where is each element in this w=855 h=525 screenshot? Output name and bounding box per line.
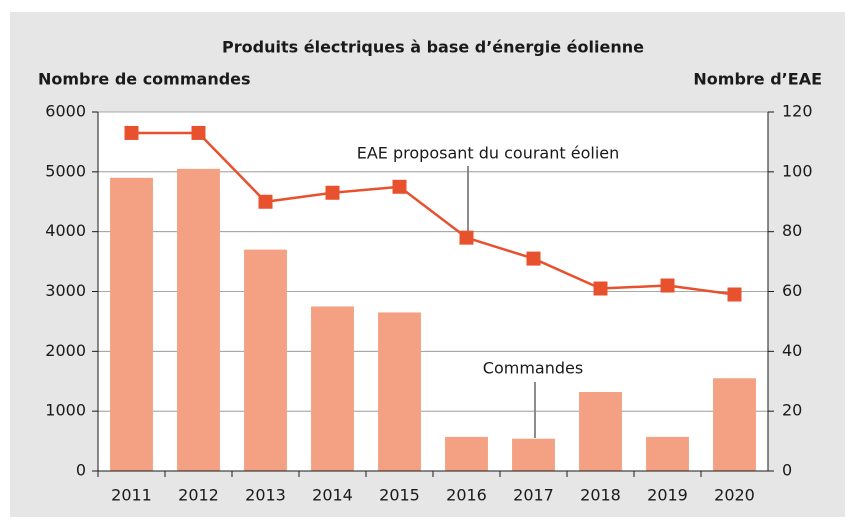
x-tick-label: 2020 — [714, 486, 755, 505]
bar — [512, 438, 555, 471]
marker — [191, 125, 206, 140]
y2-tick-label: 80 — [782, 221, 802, 240]
series-label: Commandes — [483, 359, 583, 378]
y2-tick-label: 100 — [782, 161, 813, 180]
bar — [713, 378, 756, 471]
y2-tick-label: 60 — [782, 281, 802, 300]
series-label: EAE proposant du courant éolien — [357, 144, 620, 163]
y2-tick-label: 120 — [782, 102, 813, 121]
x-tick-label: 2016 — [446, 486, 487, 505]
x-tick-label: 2013 — [245, 486, 286, 505]
x-tick-label: 2018 — [580, 486, 621, 505]
y-tick-label: 4000 — [45, 221, 86, 240]
marker — [459, 230, 474, 245]
bar — [110, 177, 153, 472]
marker — [325, 185, 340, 200]
y-tick-label: 0 — [76, 461, 86, 480]
marker — [660, 278, 675, 293]
bar — [244, 249, 287, 471]
y-axis-label: Nombre de commandes — [38, 70, 251, 89]
bar — [445, 436, 488, 471]
y-tick-label: 1000 — [45, 401, 86, 420]
bar — [311, 306, 354, 471]
chart-title: Produits électriques à base d’énergie éo… — [222, 38, 644, 57]
y-tick-label: 2000 — [45, 341, 86, 360]
bar — [378, 312, 421, 471]
y-tick-label: 5000 — [45, 161, 86, 180]
bar — [579, 392, 622, 471]
x-tick-label: 2012 — [178, 486, 219, 505]
bar — [646, 436, 689, 471]
x-tick-label: 2019 — [647, 486, 688, 505]
marker — [392, 179, 407, 194]
y2-tick-label: 20 — [782, 401, 802, 420]
marker — [258, 194, 273, 209]
x-tick-label: 2011 — [111, 486, 152, 505]
y2-tick-label: 40 — [782, 341, 802, 360]
x-tick-label: 2014 — [312, 486, 353, 505]
line — [131, 131, 735, 296]
marker — [526, 251, 541, 266]
marker — [593, 281, 608, 296]
marker — [727, 287, 742, 302]
x-tick-label: 2015 — [379, 486, 420, 505]
x-tick-label: 2017 — [513, 486, 554, 505]
y2-tick-label: 0 — [782, 461, 792, 480]
bar — [177, 168, 220, 471]
y-tick-label: 6000 — [45, 102, 86, 121]
marker — [124, 125, 139, 140]
y-tick-label: 3000 — [45, 281, 86, 300]
y2-axis-label: Nombre d’EAE — [693, 70, 822, 89]
